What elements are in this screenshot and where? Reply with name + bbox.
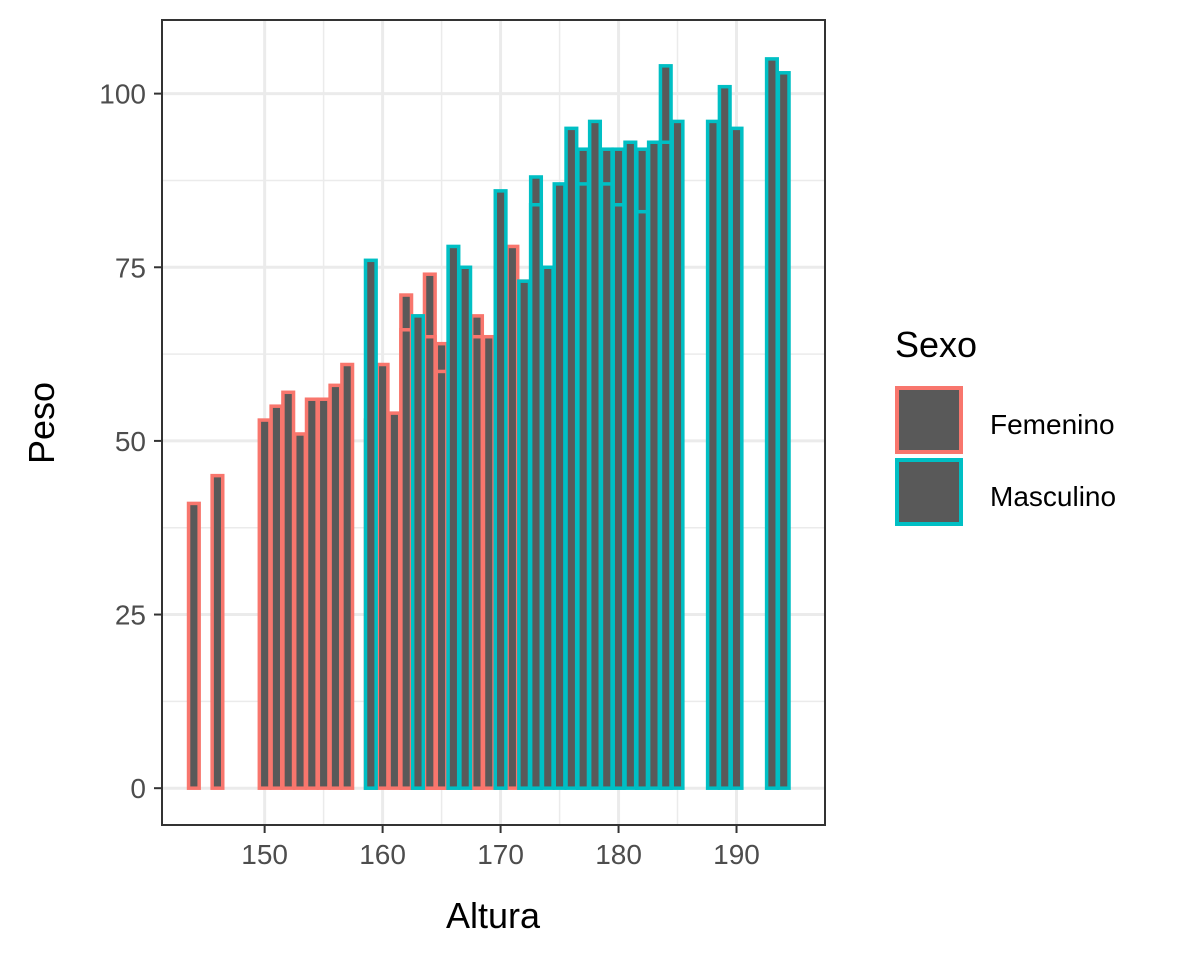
bar-femenino [304, 397, 319, 790]
bar-masculino [764, 57, 779, 790]
bar-masculino [635, 209, 650, 790]
bar-femenino [340, 362, 355, 790]
y-tick-label: 0 [130, 773, 146, 804]
bar-masculino [446, 244, 461, 790]
bar-masculino [540, 265, 555, 790]
legend: Sexo Femenino Masculino [895, 324, 1116, 526]
bar-femenino [434, 369, 449, 790]
bar-masculino [564, 126, 579, 790]
bar-masculino [576, 182, 591, 790]
x-axis-title: Altura [446, 895, 541, 936]
bar-femenino [422, 334, 437, 790]
bar-femenino [375, 362, 390, 790]
bar-masculino [493, 189, 508, 790]
bar-femenino [281, 390, 296, 790]
legend-key-femenino [895, 386, 963, 454]
y-tick-label: 100 [99, 79, 146, 110]
bar-femenino [469, 334, 485, 790]
panel-border [161, 19, 826, 826]
legend-label-femenino: Femenino [990, 409, 1115, 440]
y-axis-title: Peso [21, 382, 62, 464]
bar-femenino [399, 328, 414, 790]
x-tick-label: 190 [713, 839, 760, 870]
bars [186, 57, 791, 790]
bar-masculino [517, 279, 532, 790]
legend-label-masculino: Masculino [990, 481, 1116, 512]
legend-title: Sexo [895, 324, 977, 365]
bar-masculino [552, 182, 567, 790]
bar-masculino [528, 203, 544, 790]
x-tick-label: 170 [477, 839, 524, 870]
bar-masculino [729, 126, 744, 790]
y-tick-label: 50 [115, 426, 146, 457]
bar-masculino [611, 203, 626, 790]
bar-masculino [717, 84, 732, 790]
bar-femenino [387, 411, 402, 790]
bar-masculino [646, 140, 662, 790]
bar-femenino [186, 501, 201, 790]
y-tick-label: 25 [115, 600, 146, 631]
bar-femenino [269, 404, 284, 790]
bar-masculino [670, 119, 685, 790]
bar-masculino [410, 314, 426, 790]
bar-masculino [458, 265, 473, 790]
bar-masculino [705, 119, 720, 790]
bar-masculino [623, 140, 638, 790]
bar-masculino [776, 71, 791, 790]
bar-femenino [505, 244, 520, 790]
bar-masculino [599, 182, 614, 790]
bar-femenino [292, 432, 308, 790]
axis-ticks: 150 160 170 180 190 0 25 50 75 100 [99, 79, 760, 870]
legend-key-masculino [895, 458, 963, 526]
bar-femenino [316, 397, 331, 790]
bar-masculino [658, 140, 673, 790]
bar-femenino [328, 383, 343, 790]
bar-femenino [481, 334, 496, 790]
y-tick-label: 75 [115, 252, 146, 283]
bar-masculino [363, 258, 378, 790]
x-tick-label: 160 [359, 839, 406, 870]
x-tick-label: 150 [241, 839, 288, 870]
bar-femenino [257, 418, 272, 790]
bar-masculino [587, 119, 603, 790]
x-tick-label: 180 [595, 839, 642, 870]
bar-femenino [210, 473, 225, 790]
